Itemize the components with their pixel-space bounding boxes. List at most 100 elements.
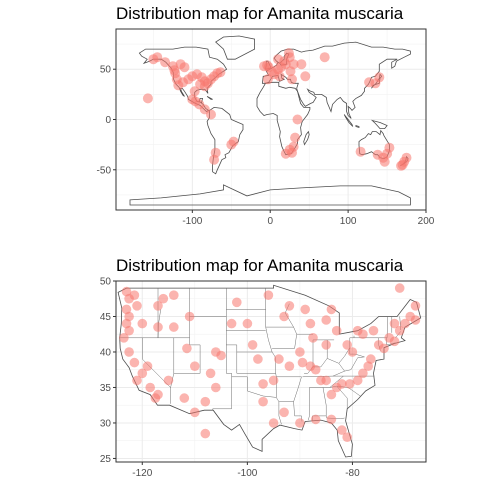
top-observation-point: [142, 93, 153, 104]
bottom-x-tick-label: -80: [345, 468, 360, 479]
top-observation-point: [167, 61, 178, 72]
bottom-observation-point: [321, 340, 332, 350]
bottom-observation-point: [190, 361, 200, 372]
bottom-observation-point: [153, 301, 163, 311]
bottom-observation-point: [119, 333, 129, 343]
bottom-observation-point: [158, 293, 169, 304]
bottom-observation-point: [305, 361, 316, 372]
bottom-observation-point: [295, 418, 305, 428]
top-map-outline: [355, 124, 360, 129]
bottom-observation-point: [297, 357, 308, 368]
bottom-observation-point: [137, 318, 148, 329]
bottom-observation-point: [124, 325, 134, 336]
bottom-state-boundary: [212, 288, 232, 411]
top-observation-point: [287, 74, 297, 85]
bottom-observation-point: [310, 414, 321, 425]
top-observation-point: [280, 59, 291, 70]
bottom-observation-point: [232, 297, 242, 308]
top-x-tick-label: 100: [340, 216, 357, 227]
bottom-y-tick-label: 40: [100, 347, 112, 358]
top-observation-point: [215, 67, 226, 78]
bottom-state-boundary: [308, 387, 330, 421]
bottom-y-tick-label: 30: [100, 418, 112, 429]
top-map-outline: [215, 35, 256, 60]
bottom-observation-point: [124, 347, 134, 357]
bottom-y-tick-label: 45: [100, 312, 112, 323]
bottom-observation-point: [142, 361, 153, 372]
bottom-state-boundary: [302, 363, 345, 378]
bottom-observation-point: [394, 283, 405, 293]
bottom-observation-point: [279, 407, 289, 418]
bottom-observation-point: [352, 375, 363, 386]
top-observation-point: [262, 74, 273, 85]
bottom-observation-point: [253, 354, 263, 364]
bottom-observation-point: [226, 318, 237, 329]
bottom-observation-point: [274, 354, 284, 364]
top-map-outline: [206, 106, 244, 175]
bottom-observation-point: [358, 368, 368, 379]
bottom-observation-point: [190, 407, 200, 418]
bottom-observation-point: [184, 311, 195, 322]
top-observation-point: [189, 86, 200, 97]
top-observation-point: [300, 71, 311, 82]
bottom-x-tick-label: -120: [132, 468, 152, 479]
bottom-y-tick-label: 25: [100, 454, 112, 465]
bottom-observation-point: [169, 290, 179, 301]
top-observation-point: [152, 52, 163, 63]
top-x-tick-label: -100: [182, 216, 202, 227]
bottom-observation-point: [132, 301, 142, 311]
top-observation-point: [287, 147, 297, 158]
top-observation-point: [259, 61, 269, 72]
bottom-observation-point: [284, 301, 295, 311]
bottom-observation-point: [129, 357, 140, 368]
top-map-outline: [303, 130, 310, 146]
bottom-observation-point: [363, 361, 374, 372]
bottom-observation-point: [258, 396, 268, 407]
bottom-observation-point: [389, 336, 400, 347]
bottom-x-tick-label: -100: [237, 468, 257, 479]
bottom-observation-point: [342, 432, 353, 443]
bottom-plot-background: [116, 281, 426, 462]
bottom-observation-point: [129, 290, 140, 301]
top-observation-point: [296, 59, 307, 70]
bottom-observation-point: [410, 315, 421, 325]
bottom-observation-point: [326, 389, 337, 400]
bottom-observation-point: [394, 325, 405, 336]
top-observation-point: [396, 160, 407, 171]
bottom-observation-point: [347, 347, 358, 357]
bottom-observation-point: [400, 318, 410, 329]
bottom-panel-border: [115, 280, 427, 463]
bottom-observation-point: [200, 396, 211, 407]
bottom-y-tick-label: 35: [100, 383, 112, 394]
bottom-observation-point: [284, 361, 295, 372]
bottom-state-boundary: [142, 337, 171, 404]
bottom-observation-point: [247, 340, 258, 350]
top-observation-point: [384, 142, 395, 153]
bottom-observation-point: [268, 418, 279, 428]
top-map-outline: [343, 114, 354, 127]
bottom-observation-point: [211, 382, 221, 393]
bottom-observation-point: [331, 325, 342, 336]
bottom-observation-point: [145, 382, 155, 393]
bottom-observation-point: [153, 322, 163, 332]
bottom-observation-point: [326, 414, 337, 425]
top-x-tick-label: 200: [418, 216, 435, 227]
bottom-observation-point: [263, 290, 274, 301]
bottom-observation-point: [331, 382, 342, 393]
bottom-observation-point: [337, 425, 347, 435]
top-y-tick-label: 50: [100, 65, 112, 76]
bottom-y-tick-label: 50: [100, 277, 112, 288]
top-observation-point: [273, 54, 283, 65]
top-observation-point: [379, 156, 390, 167]
top-observation-point: [288, 59, 299, 70]
top-map-outline: [129, 184, 411, 206]
top-observation-point: [290, 132, 301, 143]
top-observation-point: [364, 77, 375, 88]
top-observation-point: [206, 109, 216, 120]
bottom-observation-point: [316, 375, 326, 386]
top-observation-point: [199, 81, 210, 92]
top-observation-point: [355, 146, 366, 157]
bottom-observation-point: [326, 304, 337, 315]
bottom-map-outline: [117, 284, 422, 458]
